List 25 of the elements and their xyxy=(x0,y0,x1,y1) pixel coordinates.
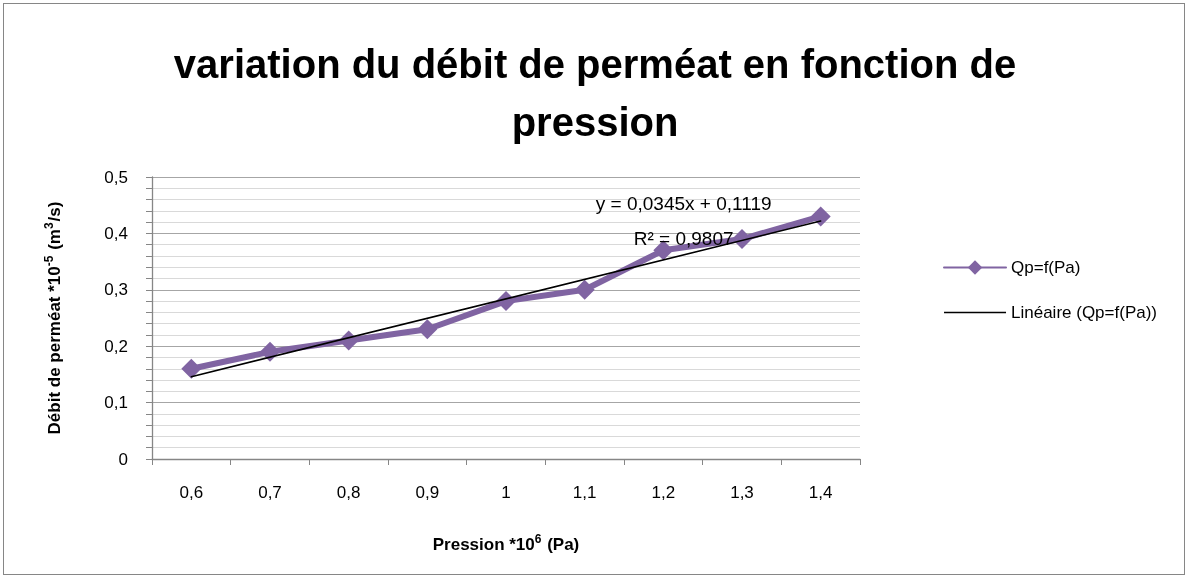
x-tick-label: 0,7 xyxy=(258,483,282,502)
chart-title: variation du débit de perméat en fonction de pression xyxy=(173,42,1017,144)
y-tick-label: 0,4 xyxy=(104,223,128,243)
point xyxy=(181,358,202,379)
x-tick-label: 0,8 xyxy=(336,483,361,502)
point xyxy=(260,341,280,362)
y-axis-title: Débit de perméat *10-5 (m3/s) xyxy=(42,201,64,435)
x-tick-label: 1,4 xyxy=(808,483,833,502)
x-tick-label: 0,9 xyxy=(415,483,440,502)
x-tick-label: 1,1 xyxy=(572,483,597,502)
x-tick-label: 0,6 xyxy=(179,483,204,502)
legend-label: Qp=f(Pa) xyxy=(1011,258,1081,277)
y-tick-label: 0,3 xyxy=(104,280,128,300)
point xyxy=(574,279,595,300)
y-tick-label: 0,2 xyxy=(104,336,128,356)
annotation: y = 0,0345x + 0,1119 xyxy=(595,193,772,215)
point xyxy=(810,206,831,227)
y-tick-label: 0,5 xyxy=(104,167,128,187)
point xyxy=(417,319,438,340)
x-tick-label: 1,3 xyxy=(730,483,754,502)
y-tick-label: 0 xyxy=(118,449,128,469)
x-tick-label: 1 xyxy=(501,483,511,502)
y-tick-label: 0,1 xyxy=(104,393,128,413)
x-tick-label: 1,2 xyxy=(651,483,676,502)
legend-label: Linéaire (Qp=f(Pa)) xyxy=(1011,303,1158,322)
